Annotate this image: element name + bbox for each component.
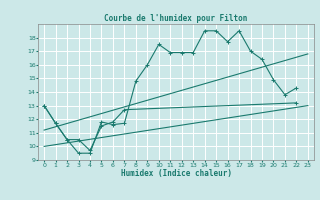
X-axis label: Humidex (Indice chaleur): Humidex (Indice chaleur) (121, 169, 231, 178)
Title: Courbe de l'humidex pour Filton: Courbe de l'humidex pour Filton (104, 14, 248, 23)
